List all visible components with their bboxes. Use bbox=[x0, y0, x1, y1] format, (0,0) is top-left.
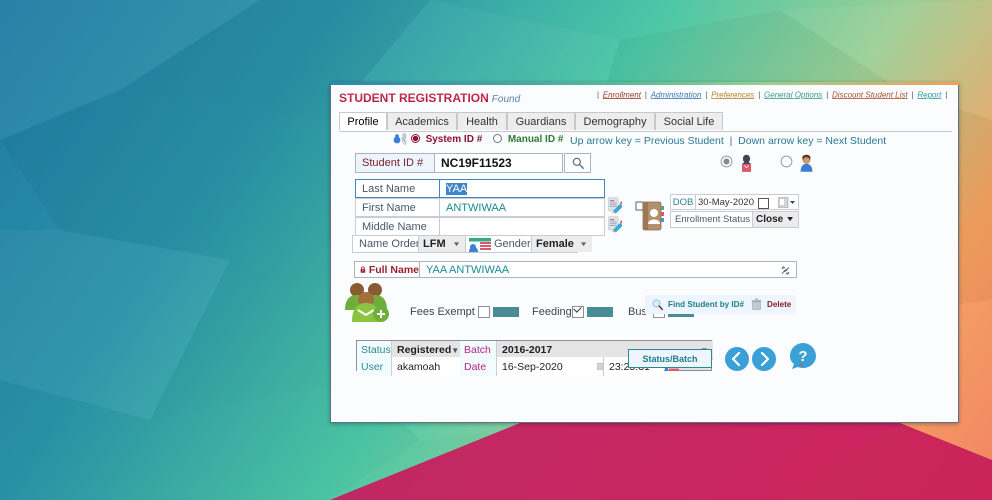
svg-text:?: ? bbox=[798, 348, 807, 365]
